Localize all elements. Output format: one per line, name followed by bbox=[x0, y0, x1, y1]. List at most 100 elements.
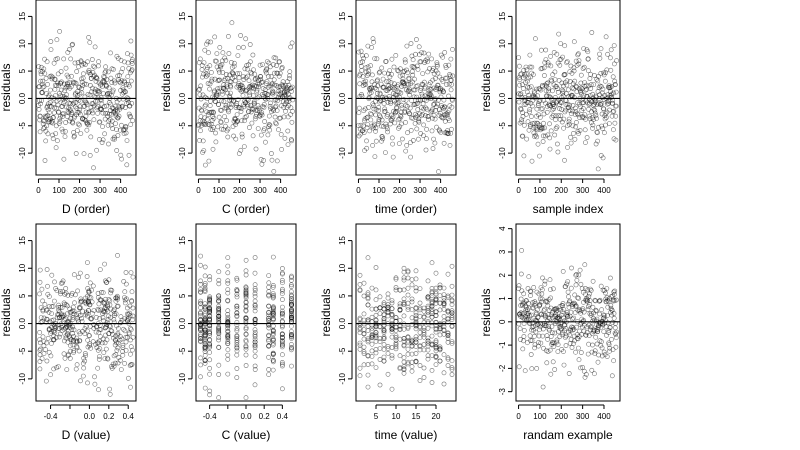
data-point bbox=[124, 101, 129, 106]
data-point bbox=[237, 71, 243, 76]
data-point bbox=[564, 60, 569, 66]
data-point bbox=[535, 314, 541, 320]
data-point bbox=[544, 109, 550, 115]
data-point bbox=[198, 374, 203, 380]
data-point bbox=[234, 294, 240, 300]
data-point bbox=[58, 291, 63, 297]
data-point bbox=[85, 59, 90, 65]
data-point bbox=[578, 281, 584, 287]
data-point bbox=[73, 100, 79, 105]
data-point bbox=[125, 315, 131, 321]
data-point bbox=[547, 347, 553, 353]
data-point bbox=[41, 339, 47, 344]
data-point bbox=[573, 83, 579, 89]
y-tick-label: -3 bbox=[498, 388, 507, 396]
data-point bbox=[397, 287, 403, 293]
data-point bbox=[65, 332, 70, 338]
data-point bbox=[437, 332, 443, 338]
data-point bbox=[225, 326, 231, 331]
data-point bbox=[275, 71, 281, 76]
data-point bbox=[405, 70, 411, 76]
data-point bbox=[449, 358, 455, 364]
data-point bbox=[408, 41, 414, 46]
data-point bbox=[46, 294, 52, 299]
data-point bbox=[425, 347, 431, 353]
data-point bbox=[110, 87, 116, 93]
data-point bbox=[218, 108, 224, 113]
data-point bbox=[527, 64, 533, 70]
data-point bbox=[225, 107, 231, 113]
data-point bbox=[533, 329, 539, 335]
data-point bbox=[410, 138, 416, 143]
data-point bbox=[433, 338, 439, 344]
data-point bbox=[270, 330, 276, 336]
data-point bbox=[405, 304, 411, 310]
data-point bbox=[385, 112, 391, 118]
data-point bbox=[89, 108, 95, 114]
data-point bbox=[426, 51, 432, 57]
data-point bbox=[88, 134, 94, 140]
data-point bbox=[38, 315, 44, 320]
data-point bbox=[516, 364, 522, 370]
data-point bbox=[81, 71, 86, 77]
data-point bbox=[113, 121, 118, 126]
y-axis-title: residuals bbox=[319, 288, 333, 336]
data-point bbox=[425, 294, 431, 300]
data-point bbox=[526, 274, 532, 280]
data-point bbox=[357, 317, 363, 322]
data-point bbox=[52, 279, 57, 285]
data-point bbox=[289, 363, 294, 369]
data-point bbox=[564, 59, 570, 64]
data-point bbox=[445, 308, 451, 314]
y-tick-label: 3 bbox=[498, 249, 507, 254]
data-point bbox=[552, 330, 558, 336]
data-point bbox=[51, 101, 57, 107]
data-point bbox=[202, 339, 208, 344]
data-point bbox=[400, 76, 406, 82]
data-point bbox=[288, 44, 294, 50]
data-point bbox=[381, 312, 387, 318]
data-point bbox=[43, 75, 49, 81]
data-point bbox=[373, 112, 379, 118]
data-point bbox=[106, 85, 112, 91]
data-point bbox=[127, 313, 133, 319]
y-tick-label: -5 bbox=[338, 347, 347, 355]
data-point bbox=[97, 136, 102, 142]
data-point bbox=[595, 329, 600, 334]
data-point bbox=[389, 311, 395, 317]
data-point bbox=[102, 261, 107, 267]
data-point bbox=[287, 69, 293, 75]
y-tick-label: -10 bbox=[178, 373, 187, 385]
data-point bbox=[417, 300, 423, 306]
data-point bbox=[521, 327, 527, 333]
y-axis-title: residuals bbox=[159, 63, 173, 111]
y-tick-label: -5 bbox=[178, 347, 187, 355]
data-point bbox=[358, 48, 364, 54]
data-point bbox=[373, 306, 379, 312]
data-point bbox=[67, 85, 73, 91]
data-point bbox=[216, 345, 222, 350]
data-point bbox=[614, 103, 619, 109]
data-point bbox=[397, 307, 403, 312]
data-point bbox=[259, 112, 265, 118]
data-point bbox=[266, 354, 271, 360]
data-point bbox=[234, 375, 240, 380]
data-point bbox=[56, 109, 62, 115]
data-point bbox=[252, 363, 258, 369]
data-point bbox=[289, 275, 294, 280]
data-point bbox=[283, 108, 288, 114]
data-point bbox=[65, 330, 70, 336]
data-point bbox=[46, 309, 52, 315]
data-point bbox=[224, 82, 230, 88]
data-point bbox=[243, 363, 249, 368]
data-point bbox=[405, 346, 411, 352]
data-point bbox=[365, 302, 371, 308]
data-point bbox=[74, 69, 80, 74]
data-point bbox=[59, 311, 64, 317]
data-point bbox=[96, 301, 102, 307]
data-point bbox=[67, 47, 72, 52]
x-tick-label: 400 bbox=[274, 186, 288, 195]
data-point bbox=[268, 100, 273, 106]
data-point bbox=[288, 311, 294, 317]
